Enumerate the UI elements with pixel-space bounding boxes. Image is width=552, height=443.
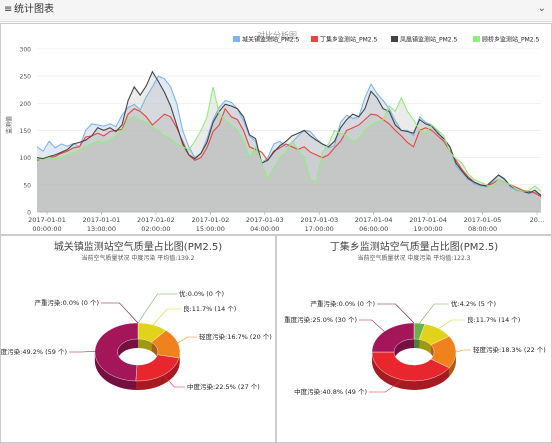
- legend-label: 顾桥乡监测站_PM2.5: [482, 36, 540, 44]
- legend-label: 凤凰镇监测站_PM2.5: [400, 36, 458, 44]
- x-tick-label: 02:00:00: [141, 225, 170, 233]
- pie-leader-line: [163, 374, 185, 388]
- pie-leader-line: [377, 303, 415, 324]
- line-chart: 050100150200250300监测值2017-01-0100:00:002…: [5, 30, 545, 233]
- pie-subtitle: 当前空气质量状况 中度污染 平均值:122.3: [357, 255, 471, 262]
- x-tick-label: 2017-01-03: [300, 216, 338, 224]
- x-tick-label: 2017-01-01: [28, 216, 66, 224]
- pie-chart-panel-dingji: 丁集乡监测站空气质量占比图(PM2.5) 当前空气质量状况 中度污染 平均值:1…: [276, 235, 552, 443]
- series-line: [36, 86, 542, 192]
- pie-label: 严重污染:0.0% (0 个): [34, 298, 99, 307]
- x-tick-label: 17:00:00: [305, 225, 334, 233]
- x-tick-label: 06:00:00: [359, 225, 388, 233]
- y-tick-label: 0: [27, 210, 31, 217]
- x-tick-label: 2017-01-02: [191, 216, 229, 224]
- x-tick-label: 2017-01-04: [355, 216, 393, 224]
- pie-label: 良:11.7% (14 个): [183, 304, 236, 313]
- x-tick-label: 15:00:00: [196, 225, 225, 233]
- x-tick-label: 2017-01-04: [409, 216, 447, 224]
- pie-chart: 优:0.0% (0 个) 良:11.7% (14 个) 轻度污染:16.7% (20…: [1, 289, 272, 391]
- pie-leader-line: [419, 303, 449, 324]
- pie-leader-line: [152, 308, 181, 326]
- legend-label: 城关镇监测站_PM2.5: [242, 36, 300, 44]
- x-tick-label: 08:00:00: [468, 225, 497, 233]
- x-tick-label: 2017-01-05: [464, 216, 502, 224]
- page-title: 统计图表: [14, 4, 54, 15]
- y-axis-label: 监测值: [5, 116, 13, 134]
- header-bar: ≡ 统计图表 ⌄: [0, 0, 552, 22]
- y-tick-label: 200: [20, 101, 32, 108]
- legend-swatch: [391, 36, 398, 42]
- pie-label: 中度污染:22.5% (27 个): [187, 382, 260, 391]
- pie-leader-line: [438, 319, 465, 329]
- pie-title: 丁集乡监测站空气质量占比图(PM2.5): [329, 242, 499, 253]
- legend-swatch: [233, 36, 240, 42]
- pie-chart-panel-chengguan: 城关镇监测站空气质量占比图(PM2.5) 当前空气质量状况 中度污染 平均值:1…: [0, 235, 276, 443]
- pie-label: 轻度污染:16.7% (20 个): [199, 332, 272, 341]
- x-tick-label: 00:00:00: [32, 225, 61, 233]
- x-tick-label: 04:00:00: [250, 225, 279, 233]
- pie-label: 中度污染:40.8% (49 个): [294, 387, 367, 396]
- pie-leader-line: [359, 319, 385, 332]
- series-area: [37, 76, 541, 212]
- hamburger-icon[interactable]: ≡: [4, 4, 13, 15]
- pie-label: 良:11.7% (14 个): [467, 315, 520, 324]
- x-tick-label: 2017-01-01: [83, 216, 121, 224]
- y-tick-label: 100: [20, 155, 32, 162]
- x-tick-label: 19:00:00: [414, 225, 443, 233]
- legend-swatch: [311, 36, 318, 42]
- pie-title: 城关镇监测站空气质量占比图(PM2.5): [53, 242, 223, 253]
- pie-leader-line: [101, 302, 139, 324]
- pie-chart: 优:4.2% (5 个) 良:11.7% (14 个) 轻度污染:18.3% (22…: [284, 299, 546, 396]
- pie-slice: [94, 322, 139, 382]
- pie-label: 轻度污染:18.3% (22 个): [473, 345, 546, 354]
- pie-label: 重度污染:25.0% (30 个): [284, 315, 357, 324]
- pie-leader-line: [177, 336, 197, 344]
- y-tick-label: 250: [20, 74, 32, 81]
- pie-leader-line: [369, 379, 403, 393]
- pie-label: 优:0.0% (0 个): [179, 289, 224, 298]
- pie-leader-line: [137, 293, 177, 324]
- pie-subtitle: 当前空气质量状况 中度污染 平均值:139.2: [81, 255, 195, 262]
- pie-label: 重度污染:49.2% (59 个): [1, 347, 67, 356]
- x-tick-label: 2017-01-02: [137, 216, 175, 224]
- chart-title: 对比分析图: [257, 30, 297, 40]
- y-tick-label: 150: [20, 128, 32, 135]
- x-tick-label: 20…: [530, 216, 545, 224]
- series-line: [36, 70, 542, 197]
- chevron-down-icon[interactable]: ⌄: [537, 3, 546, 14]
- legend-label: 丁集乡监测站_PM2.5: [320, 36, 378, 44]
- pie-leader-line: [455, 349, 471, 353]
- pie-slice: [371, 351, 450, 382]
- y-tick-label: 50: [23, 182, 31, 189]
- series-line: [36, 107, 542, 198]
- pie-leader-line: [69, 350, 97, 353]
- series-area: [37, 71, 541, 212]
- y-tick-label: 300: [20, 46, 32, 53]
- x-tick-label: 13:00:00: [87, 225, 116, 233]
- legend-swatch: [473, 36, 480, 42]
- line-chart-panel: 0 50 100 150 200 250 300 监测值 2017-01-01 00:00:00 2…: [0, 23, 552, 235]
- series-line: [36, 75, 542, 196]
- x-tick-label: 2017-01-03: [246, 216, 284, 224]
- pie-label: 严重污染:0.0% (0 个): [310, 299, 375, 308]
- series-area: [37, 86, 541, 212]
- pie-label: 优:4.2% (5 个): [451, 299, 496, 308]
